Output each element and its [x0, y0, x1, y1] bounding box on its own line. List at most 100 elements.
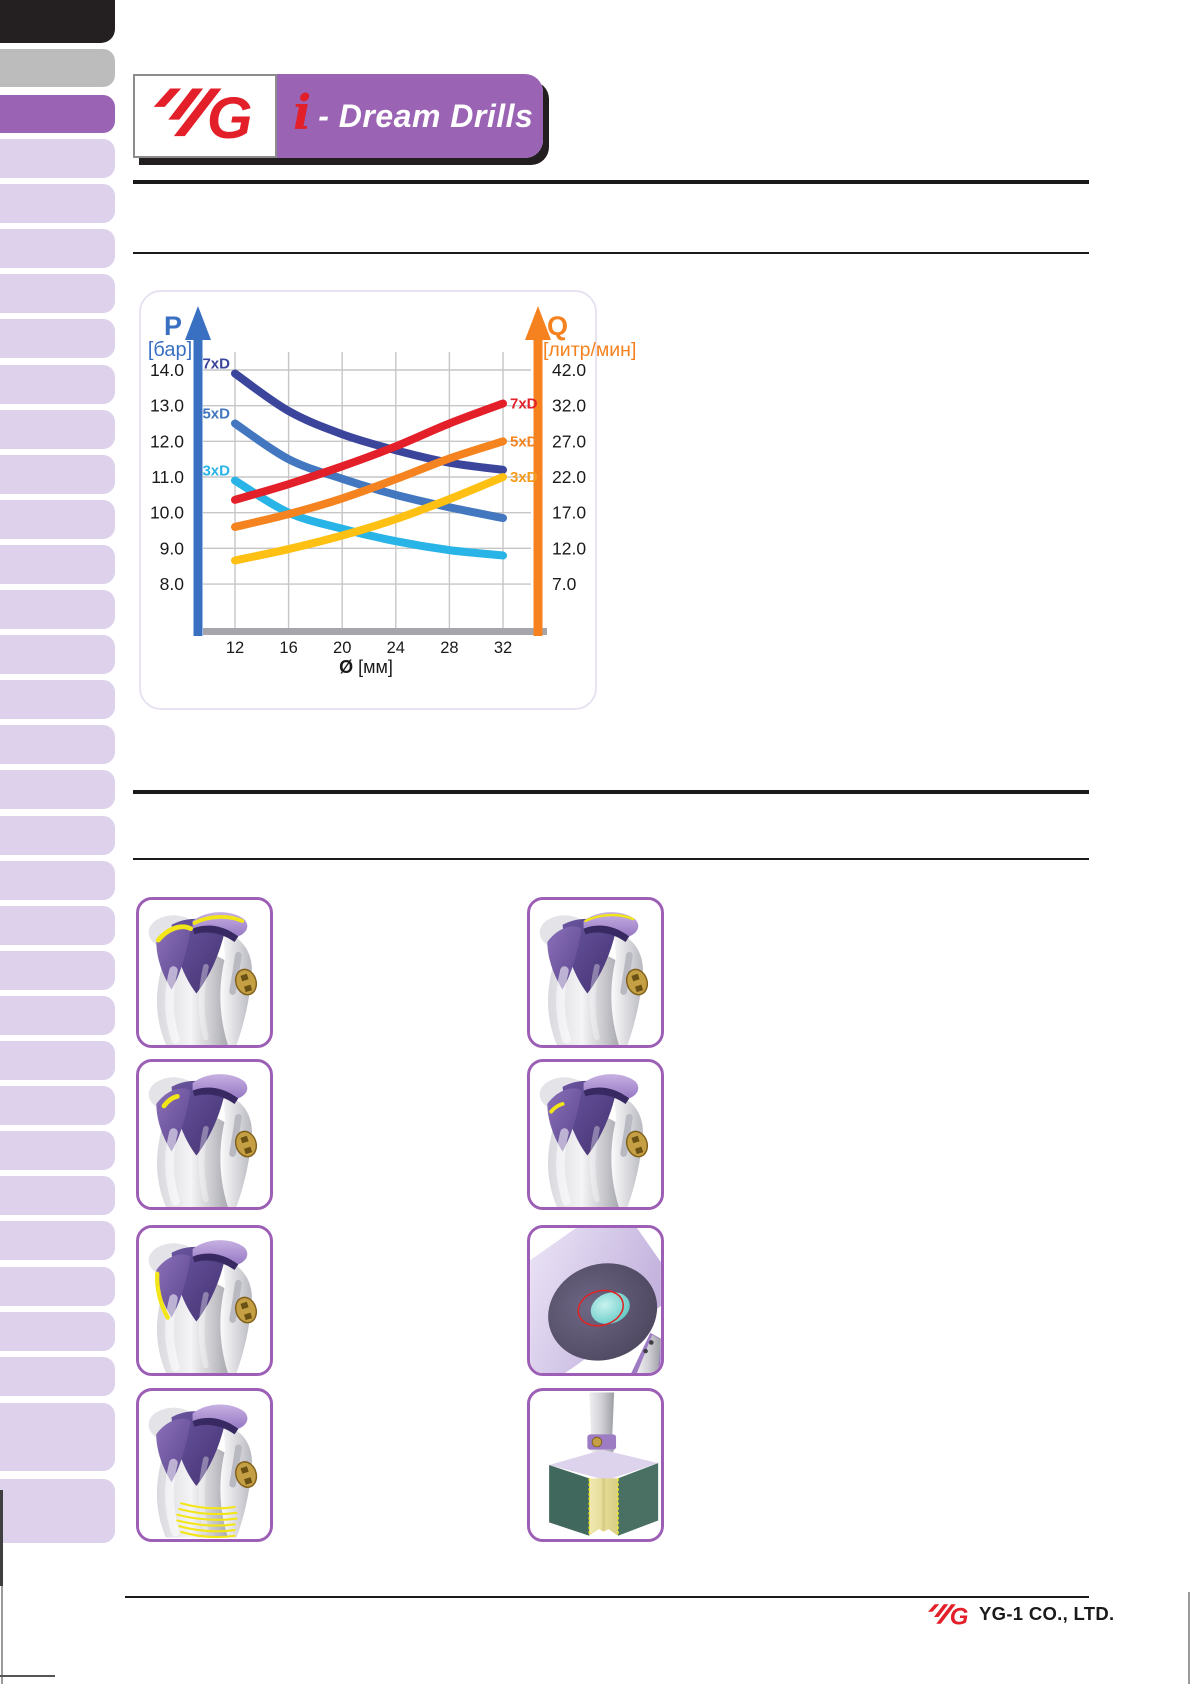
q-tick-label: 32.0 — [552, 396, 586, 416]
sidebar-tab-25 — [0, 1221, 115, 1260]
curve-label-5xD: 5xD — [202, 406, 230, 423]
image-drill-cutting-edge-highlight — [136, 897, 273, 1048]
sidebar-tab-27 — [0, 1312, 115, 1351]
q-axis-unit: [литр/мин] — [543, 339, 636, 361]
sidebar-tab-4 — [0, 274, 115, 313]
sidebar-tab-16 — [0, 816, 115, 855]
q-tick-label: 7.0 — [552, 574, 577, 594]
sidebar-tab-19 — [0, 951, 115, 990]
sidebar-tab-22 — [0, 1086, 115, 1125]
curve-label-5xD: 5xD — [510, 433, 538, 450]
product-name-i: i — [293, 85, 312, 141]
sidebar-tab-1 — [0, 139, 115, 178]
footer-rule — [125, 1596, 1089, 1598]
product-name: - Dream Drills — [318, 97, 534, 134]
q-tick-label: 42.0 — [552, 360, 586, 380]
cutting-edge-highlight-icon — [155, 915, 245, 943]
yg-logo-icon — [146, 83, 264, 149]
sidebar-tab-6 — [0, 365, 115, 404]
crop-mark-bottom — [0, 1675, 55, 1677]
curve-label-7xD: 7xD — [202, 356, 230, 373]
p-axis-unit: [бар] — [148, 339, 192, 361]
x-tick-label: 16 — [279, 639, 297, 657]
crop-mark-right — [1188, 1592, 1190, 1684]
sidebar-tab-17 — [0, 861, 115, 900]
q-tick-label: 27.0 — [552, 431, 586, 451]
sidebar-tab-black — [0, 0, 115, 43]
curve-label-7xD: 7xD — [510, 396, 538, 413]
curve-q-7xD — [231, 399, 507, 504]
x-tick-label: 32 — [494, 639, 512, 657]
q-tick-label: 12.0 — [552, 538, 586, 558]
p-tick-label: 8.0 — [160, 574, 185, 594]
sidebar-tab-14 — [0, 725, 115, 764]
p-tick-label: 10.0 — [150, 503, 184, 523]
image-drill-margin-highlight — [136, 1225, 273, 1376]
p-tick-label: 12.0 — [150, 431, 184, 451]
p-axis — [193, 336, 203, 636]
sidebar-tab-2 — [0, 184, 115, 223]
curve-p-7xD — [231, 369, 507, 474]
section-rule-4 — [133, 858, 1089, 860]
footer-yg-logo-icon — [925, 1602, 973, 1629]
footer-company-name: YG-1 CO., LTD. — [979, 1603, 1115, 1624]
curve-p-3xD — [231, 476, 507, 560]
sidebar-tab-7 — [0, 410, 115, 449]
sidebar-tab-28 — [0, 1357, 115, 1396]
sidebar-tab-20 — [0, 996, 115, 1035]
x-axis-label: Ø [мм] — [339, 657, 393, 677]
image-drill-corner-highlight — [527, 1059, 664, 1210]
x-tick-label: 20 — [333, 639, 351, 657]
sidebar-tab-18 — [0, 906, 115, 945]
pressure-flow-chart: P[бар] Q[литр/мин] 14.0 13.0 12.0 11.0 10.0 9.0… — [148, 306, 636, 677]
sidebar-tab-13 — [0, 680, 115, 719]
sidebar-tab-24 — [0, 1176, 115, 1215]
x-tick-label: 28 — [440, 639, 458, 657]
q-axis-arrow-icon — [525, 306, 551, 340]
lip-highlight-icon — [584, 913, 635, 923]
sidebar-tab-5 — [0, 319, 115, 358]
corner-highlight-icon — [549, 1102, 565, 1114]
sidebar-tab-21 — [0, 1041, 115, 1080]
sidebar-tab-23 — [0, 1131, 115, 1170]
image-drill-point-highlight — [136, 1059, 273, 1210]
curve-q-5xD — [231, 437, 507, 531]
image-drill-thread-zone-highlight — [136, 1388, 273, 1542]
x-tick-label: 24 — [387, 639, 405, 657]
yg-logo-box — [133, 74, 277, 158]
p-tick-label: 13.0 — [150, 396, 184, 416]
sidebar-tab-accent — [0, 95, 115, 133]
x-axis-baseline — [203, 628, 547, 635]
p-tick-label: 11.0 — [151, 467, 184, 487]
sidebar-tab-8 — [0, 455, 115, 494]
image-drilled-block-cross-section — [527, 1388, 664, 1542]
curve-label-3xD: 3xD — [510, 469, 538, 486]
p-tick-label: 14.0 — [150, 360, 184, 380]
curve-q-3xD — [231, 473, 507, 565]
header-logo: i - Dream Drills — [133, 74, 543, 158]
curve-label-3xD: 3xD — [202, 463, 230, 480]
sidebar-tab-10 — [0, 545, 115, 584]
sidebar-tab-tall-1 — [0, 1403, 115, 1471]
sidebar-tab-15 — [0, 770, 115, 809]
crop-mark-left-light — [1, 1586, 3, 1684]
q-axis — [533, 336, 543, 636]
section-rule-1 — [133, 180, 1089, 184]
image-drill-lip-highlight — [527, 897, 664, 1048]
chart-panel — [139, 290, 597, 710]
margin-highlight-icon — [154, 1271, 170, 1320]
sidebar-tab-9 — [0, 500, 115, 539]
p-axis-arrow-icon — [185, 306, 211, 340]
sidebar-tab-tall-2 — [0, 1479, 115, 1543]
p-tick-label: 9.0 — [160, 538, 185, 558]
sidebar-tab-gray — [0, 49, 115, 87]
q-tick-label: 17.0 — [552, 503, 586, 523]
sidebar-tab-12 — [0, 635, 115, 674]
product-banner: i - Dream Drills — [277, 74, 543, 158]
section-rule-3 — [133, 790, 1089, 794]
image-coolant-hole-end-view — [527, 1225, 664, 1376]
sidebar-tab-11 — [0, 590, 115, 629]
crop-mark-left-dark — [0, 1490, 3, 1586]
sidebar-tab-3 — [0, 229, 115, 268]
x-tick-label: 12 — [226, 639, 244, 657]
